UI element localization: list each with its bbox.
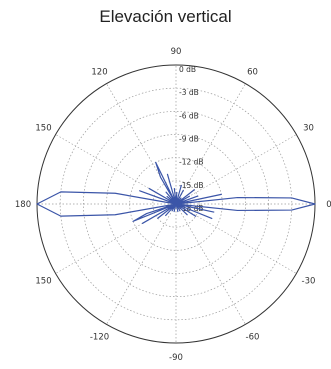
angle-tick-label: 180: [15, 200, 31, 210]
grid-spoke: [55, 134, 177, 205]
angle-tick-label: 120: [91, 67, 107, 77]
grid-spoke: [175, 134, 297, 205]
angle-tick-label: -90: [169, 353, 183, 363]
radial-tick-label: -15 dB: [179, 181, 204, 190]
angle-tick-label: -30: [302, 277, 316, 287]
grid-spoke: [175, 83, 246, 205]
grid-spoke: [175, 203, 246, 325]
radial-tick-label: -12 dB: [179, 158, 204, 167]
angle-labels: 0 30 60 90 120 150 180 150 -120 -90 -60 -30: [15, 47, 331, 363]
grid-spoke: [55, 203, 177, 274]
angle-tick-label: -120: [90, 333, 109, 343]
grid-circle: [82, 110, 270, 298]
chart-title: Elevación vertical: [99, 7, 232, 26]
grid-spoke: [106, 83, 177, 205]
series-layer: [36, 161, 316, 224]
radial-labels: 0 dB -3 dB -6 dB -9 dB -12 dB -15 dB -18 dB: [179, 65, 204, 213]
angle-tick-label: 90: [171, 47, 182, 57]
radial-tick-label: -6 dB: [179, 111, 199, 120]
grid-circle: [152, 180, 200, 228]
angle-tick-label: 150: [35, 277, 51, 287]
angle-tick-label: 150: [35, 124, 51, 134]
pattern-line: [36, 161, 316, 224]
grid-spoke: [106, 203, 177, 325]
angle-tick-label: 30: [303, 124, 314, 134]
radial-tick-label: -9 dB: [179, 135, 199, 144]
radial-tick-label: 0 dB: [179, 65, 196, 74]
grid-spoke: [175, 203, 297, 274]
radial-tick-label: -3 dB: [179, 88, 199, 97]
angle-tick-label: 0: [326, 200, 331, 210]
angle-tick-label: 60: [247, 67, 258, 77]
grid-circle: [106, 134, 246, 274]
angle-tick-label: -60: [246, 333, 260, 343]
radial-tick-label: -18 dB: [179, 204, 204, 213]
